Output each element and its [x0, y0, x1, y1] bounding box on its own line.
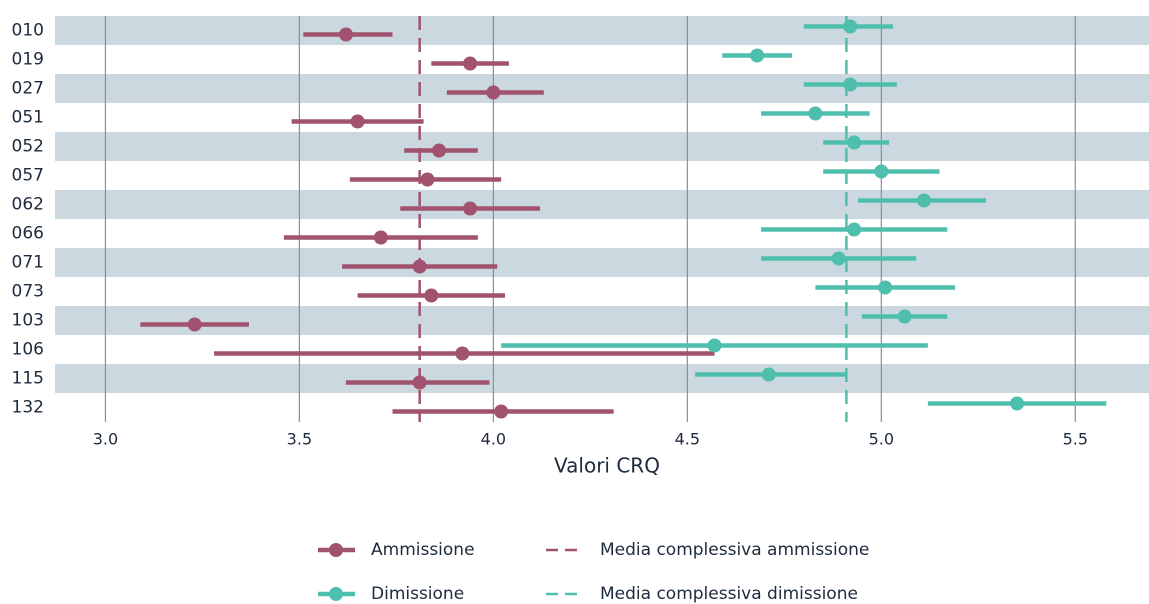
- point: [424, 288, 439, 303]
- legend-swatch: [329, 587, 343, 601]
- row-band: [55, 16, 1149, 45]
- point: [486, 85, 501, 100]
- x-tick-label: 4.5: [675, 430, 700, 449]
- point: [455, 346, 470, 361]
- point: [897, 309, 912, 324]
- x-tick-label: 3.5: [287, 430, 312, 449]
- y-tick-label: 103: [12, 311, 44, 331]
- point: [707, 338, 722, 353]
- point: [847, 135, 862, 150]
- point: [463, 56, 478, 71]
- y-tick-label: 132: [12, 398, 44, 418]
- legend-label: Dimissione: [371, 584, 464, 604]
- y-tick-label: 073: [12, 282, 44, 302]
- y-tick-label: 057: [12, 166, 44, 186]
- point: [463, 201, 478, 216]
- row-band: [55, 190, 1149, 219]
- y-tick-label: 066: [12, 224, 44, 244]
- y-tick-label: 019: [12, 50, 44, 70]
- y-tick-label: 062: [12, 195, 44, 215]
- plot-background: [55, 16, 1149, 393]
- point: [750, 48, 765, 63]
- point: [412, 375, 427, 390]
- row-band: [55, 248, 1149, 277]
- legend-swatch: [329, 543, 343, 557]
- point: [373, 230, 388, 245]
- x-tick-label: 4.0: [481, 430, 506, 449]
- point: [761, 367, 776, 382]
- point: [831, 251, 846, 266]
- point: [420, 172, 435, 187]
- point: [1010, 396, 1025, 411]
- y-tick-label: 010: [12, 21, 44, 41]
- point: [874, 164, 889, 179]
- legend-label: Media complessiva dimissione: [600, 584, 858, 604]
- y-tick-label: 106: [12, 340, 44, 360]
- point: [847, 222, 862, 237]
- point: [338, 27, 353, 42]
- point: [878, 280, 893, 295]
- row-band: [55, 306, 1149, 335]
- legend-label: Ammissione: [371, 540, 475, 560]
- x-tick-label: 5.5: [1063, 430, 1088, 449]
- point: [494, 404, 509, 419]
- point: [412, 259, 427, 274]
- row-band: [55, 74, 1149, 103]
- point: [843, 77, 858, 92]
- x-tick-label: 3.0: [93, 430, 118, 449]
- x-tick-label: 5.0: [869, 430, 894, 449]
- point: [843, 19, 858, 34]
- row-band: [55, 132, 1149, 161]
- legend-label: Media complessiva ammissione: [600, 540, 869, 560]
- point: [350, 114, 365, 129]
- row-band: [55, 364, 1149, 393]
- marks: [140, 16, 1107, 422]
- point: [916, 193, 931, 208]
- point: [808, 106, 823, 121]
- y-tick-label: 115: [12, 369, 44, 389]
- y-tick-label: 071: [12, 253, 44, 273]
- point: [187, 317, 202, 332]
- y-tick-label: 027: [12, 79, 44, 99]
- x-axis-label: Valori CRQ: [554, 454, 660, 478]
- y-tick-label: 051: [12, 108, 44, 128]
- y-tick-label: 052: [12, 137, 44, 157]
- point: [432, 143, 447, 158]
